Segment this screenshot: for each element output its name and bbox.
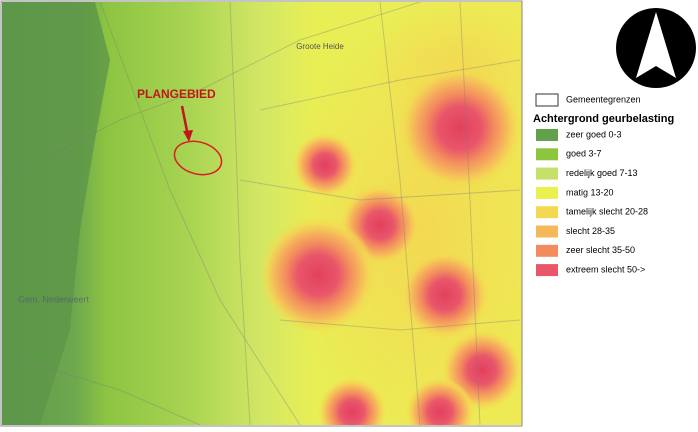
plangebied-label: PLANGEBIED — [137, 87, 216, 101]
legend-swatch — [536, 186, 558, 199]
legend-swatch — [536, 244, 558, 257]
legend-label: goed 3-7 — [566, 149, 602, 159]
legend-swatch — [536, 206, 558, 219]
legend-swatch — [536, 129, 558, 141]
legend-label: redelijk goed 7-13 — [566, 168, 638, 178]
legend-swatch — [536, 148, 558, 161]
legend-label: extreem slecht 50-> — [566, 264, 645, 274]
legend-label: matig 13-20 — [566, 187, 614, 197]
legend-swatch — [536, 167, 558, 180]
legend-title: Achtergrond geurbelasting — [533, 113, 674, 125]
legend-swatch — [536, 225, 558, 238]
legend-label: tamelijk slecht 20-28 — [566, 207, 648, 217]
map-border — [0, 0, 523, 427]
legend-swatch — [536, 264, 558, 277]
map-label: Groote Heide — [296, 42, 344, 51]
map: Groote Heide Gem. Nederweert PLANGEBIED — [2, 2, 522, 425]
legend-label: zeer slecht 35-50 — [566, 245, 635, 255]
legend-boundary: Gemeentegrenzen — [566, 94, 641, 104]
plangebied-outline — [173, 140, 223, 176]
legend: Gemeentegrenzen Achtergrond geurbelastin… — [533, 93, 674, 277]
legend-label: slecht 28-35 — [566, 226, 615, 236]
north-arrow — [616, 8, 696, 88]
legend-label: zeer goed 0-3 — [566, 129, 622, 139]
map-label: Gem. Nederweert — [18, 294, 90, 304]
